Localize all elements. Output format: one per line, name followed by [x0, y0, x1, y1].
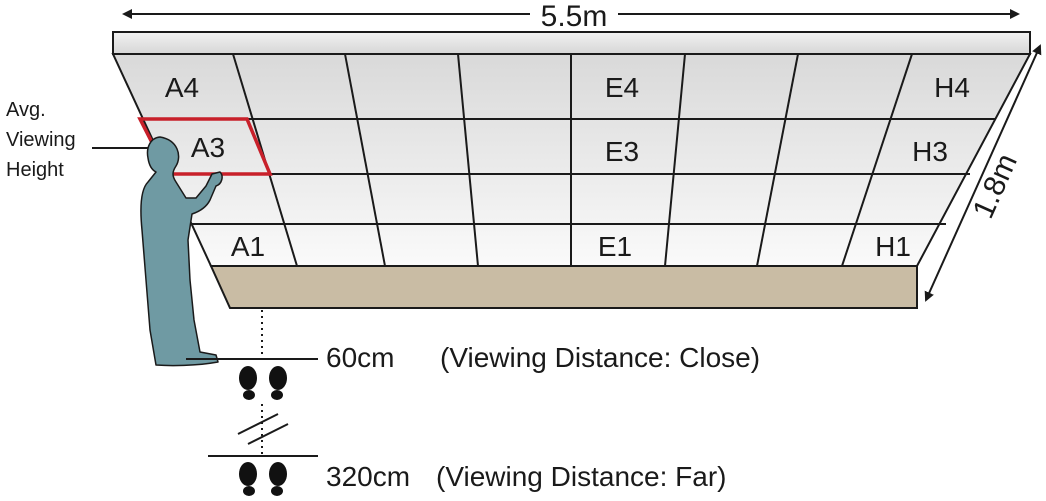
footprints-close-icon [239, 366, 287, 400]
tile-label-h4: H4 [934, 72, 970, 103]
height-label: 1.8m [967, 149, 1024, 223]
screen-grid [140, 53, 996, 267]
viewing-height-label-line3: Height [6, 159, 64, 181]
column-line [457, 53, 479, 267]
far-distance-value: 320cm [326, 461, 410, 492]
tile-label-h3: H3 [912, 136, 948, 167]
tile-label-a3: A3 [191, 132, 225, 163]
column-line [664, 53, 686, 267]
tile-label-e3: E3 [605, 136, 639, 167]
tile-label-e4: E4 [605, 72, 639, 103]
footprints-far-icon [239, 462, 287, 496]
display-base [209, 265, 918, 309]
tile-label-e1: E1 [598, 231, 632, 262]
far-distance-description: (Viewing Distance: Far) [436, 461, 726, 492]
tile-label-a1: A1 [231, 231, 265, 262]
viewing-height-label-line1: Avg. [6, 99, 46, 121]
width-label: 5.5m [541, 0, 608, 33]
tile-label-a4: A4 [165, 72, 199, 103]
break-mark [237, 413, 279, 435]
column-line [756, 53, 799, 267]
width-dimension: 5.5m [122, 0, 1020, 33]
break-mark [247, 423, 289, 445]
tile-label-h1: H1 [875, 231, 911, 262]
viewing-height-annotation: Avg. Viewing Height [6, 99, 152, 181]
viewing-height-label-line2: Viewing [6, 129, 76, 151]
person-silhouette [140, 136, 223, 367]
column-line [344, 53, 386, 267]
close-distance-description: (Viewing Distance: Close) [440, 342, 760, 373]
display-top-frame [112, 31, 1031, 55]
column-line [841, 53, 913, 267]
close-distance-value: 60cm [326, 342, 394, 373]
